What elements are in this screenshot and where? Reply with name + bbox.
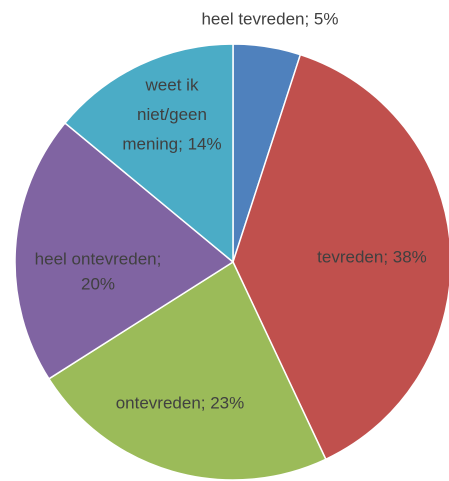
- pie-slice: [232, 53, 449, 461]
- data-label: heel ontevreden;: [35, 249, 162, 268]
- data-label: weet ik: [145, 75, 199, 94]
- pie-slice: [63, 43, 234, 264]
- data-label: 20%: [81, 274, 115, 293]
- data-label: heel tevreden; 5%: [201, 9, 338, 28]
- pie-slice: [47, 260, 327, 481]
- data-label: mening; 14%: [122, 134, 221, 153]
- data-label: ontevreden; 23%: [116, 393, 245, 412]
- data-label: niet/geen: [137, 105, 207, 124]
- pie-slice: [14, 121, 235, 380]
- data-label: tevreden; 38%: [317, 247, 427, 266]
